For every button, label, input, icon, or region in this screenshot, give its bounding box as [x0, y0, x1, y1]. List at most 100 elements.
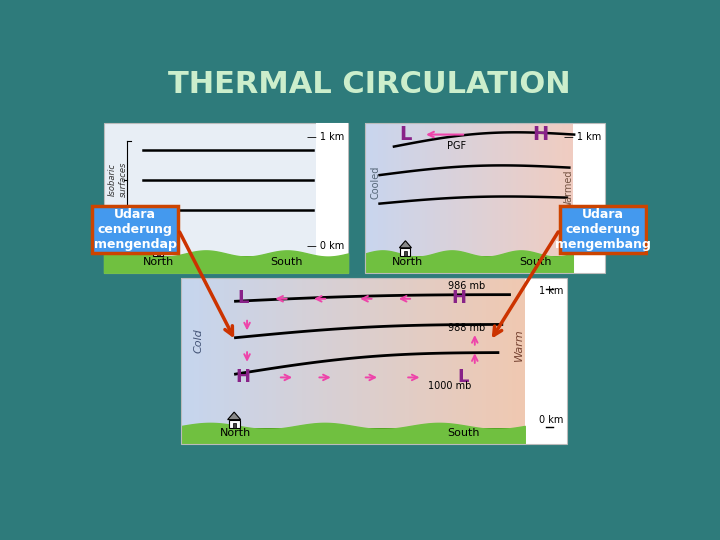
Bar — [319, 278, 324, 444]
Bar — [498, 123, 501, 273]
Bar — [554, 123, 558, 273]
Bar — [557, 123, 561, 273]
Bar — [396, 278, 401, 444]
Bar — [521, 123, 524, 273]
Bar — [462, 123, 464, 273]
Bar — [415, 123, 418, 273]
Bar — [246, 278, 251, 444]
Text: L: L — [399, 125, 412, 144]
Bar — [459, 123, 462, 273]
Bar — [194, 278, 199, 444]
Bar — [477, 278, 482, 444]
Text: Cooled: Cooled — [371, 166, 381, 199]
Text: Cold: Cold — [194, 329, 204, 353]
Bar — [474, 123, 477, 273]
Bar — [534, 123, 537, 273]
Bar — [512, 278, 517, 444]
Bar — [233, 423, 235, 428]
Bar — [225, 278, 230, 444]
Bar — [267, 278, 272, 444]
Text: South: South — [447, 428, 480, 438]
Bar — [430, 123, 433, 273]
Text: 1000 mb: 1000 mb — [428, 381, 472, 391]
Bar — [345, 278, 350, 444]
Text: THERMAL CIRCULATION: THERMAL CIRCULATION — [168, 70, 570, 98]
Bar — [570, 123, 574, 273]
Bar — [435, 278, 440, 444]
Bar — [420, 123, 423, 273]
Bar — [153, 248, 163, 256]
Bar — [104, 256, 348, 273]
Bar — [389, 123, 392, 273]
Bar — [402, 123, 405, 273]
Bar — [560, 123, 563, 273]
Bar — [516, 123, 519, 273]
Bar — [508, 278, 513, 444]
Bar — [365, 123, 606, 273]
Bar — [433, 123, 436, 273]
Bar — [293, 278, 298, 444]
Bar — [280, 278, 285, 444]
Bar — [467, 123, 469, 273]
Bar — [469, 278, 474, 444]
Bar — [370, 278, 375, 444]
Bar — [216, 278, 221, 444]
Bar — [104, 123, 348, 273]
Bar — [526, 123, 529, 273]
Bar — [460, 278, 465, 444]
Bar — [383, 123, 387, 273]
Bar — [407, 123, 410, 273]
Bar — [190, 278, 195, 444]
Text: — 0 km: — 0 km — [564, 241, 601, 251]
Bar — [480, 123, 482, 273]
Bar — [399, 123, 402, 273]
Bar — [495, 123, 498, 273]
Bar — [539, 123, 542, 273]
Bar — [516, 278, 521, 444]
Bar — [452, 278, 457, 444]
Bar — [562, 123, 566, 273]
Bar — [181, 428, 525, 444]
Bar — [404, 123, 408, 273]
Bar — [374, 278, 379, 444]
Text: Udara
cenderung
mengendap: Udara cenderung mengendap — [94, 208, 176, 251]
Bar — [499, 278, 504, 444]
Bar — [203, 278, 208, 444]
Bar — [523, 123, 527, 273]
Bar — [310, 278, 315, 444]
Bar — [525, 278, 567, 444]
Text: 1 km: 1 km — [539, 286, 564, 296]
Bar — [229, 278, 234, 444]
Bar — [536, 123, 540, 273]
Text: North: North — [143, 256, 174, 267]
Polygon shape — [152, 241, 164, 248]
Bar — [289, 278, 294, 444]
Bar — [396, 123, 400, 273]
Bar — [541, 123, 545, 273]
Bar — [418, 278, 423, 444]
Text: H: H — [235, 368, 251, 387]
Bar — [383, 278, 388, 444]
Bar — [531, 123, 535, 273]
Bar — [373, 123, 377, 273]
Bar — [503, 123, 506, 273]
Bar — [444, 278, 449, 444]
Bar — [392, 278, 397, 444]
Text: South: South — [519, 256, 552, 267]
Text: South: South — [270, 256, 302, 267]
Bar — [435, 123, 438, 273]
Bar — [449, 123, 451, 273]
Bar — [381, 123, 384, 273]
Bar — [207, 278, 212, 444]
Text: Udara
cenderung
mengembang: Udara cenderung mengembang — [555, 208, 651, 251]
Bar — [473, 278, 478, 444]
Bar — [353, 278, 358, 444]
Bar — [521, 278, 526, 444]
Text: 0 km: 0 km — [539, 415, 564, 425]
Bar — [181, 278, 186, 444]
Bar — [487, 123, 490, 273]
Bar — [456, 123, 459, 273]
Bar — [573, 123, 606, 273]
Polygon shape — [400, 241, 411, 248]
Bar — [306, 278, 311, 444]
